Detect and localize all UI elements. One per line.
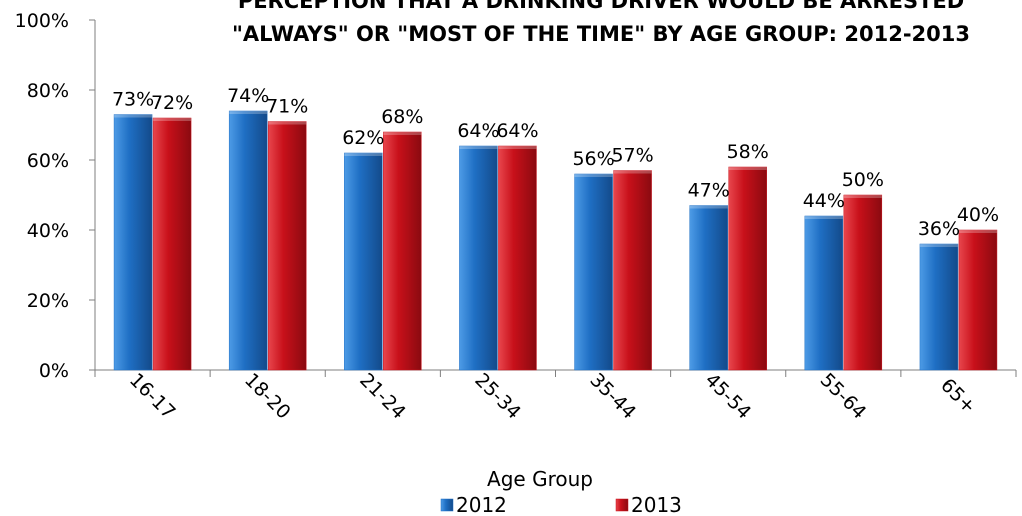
data-label-2013-25-34: 64% [496, 120, 538, 142]
y-tick-label: 80% [27, 80, 69, 102]
data-label-2013-21-24: 68% [381, 106, 423, 128]
data-label-2012-21-24: 62% [342, 127, 384, 149]
x-tick-label: 21-24 [355, 369, 410, 424]
legend-item-2013: 2013 [615, 493, 682, 516]
bar-2012-65+ [919, 243, 959, 371]
bar-highlight [689, 205, 728, 209]
bar-2012-16-17 [113, 114, 153, 371]
data-label-2013-35-44: 57% [611, 145, 653, 167]
bars [113, 110, 998, 371]
y-tick-label: 60% [27, 150, 69, 172]
y-tick-label: 20% [27, 290, 69, 312]
legend-item-2012: 2012 [440, 493, 507, 516]
y-axis: 0% 20% 40% 60% 80% 100% [15, 10, 96, 382]
legend: 2012 2013 [440, 493, 682, 516]
bar-highlight [383, 132, 422, 135]
bar-highlight [229, 111, 268, 114]
data-label-2013-55-64: 50% [842, 169, 884, 191]
bar-2012-55-64 [804, 215, 844, 371]
bar-2012-25-34 [459, 145, 498, 371]
x-tick-label: 35-44 [586, 369, 641, 424]
data-label-2012-16-17: 73% [112, 89, 154, 111]
bar-highlight [613, 170, 652, 174]
bar-2013-35-44 [613, 170, 652, 371]
bar-highlight [344, 153, 383, 156]
data-label-2012-65+: 36% [918, 218, 960, 240]
bar-highlight [114, 114, 153, 118]
bar-2012-45-54 [689, 205, 728, 371]
bar-2013-55-64 [843, 194, 883, 371]
data-label-2012-25-34: 64% [457, 120, 499, 142]
x-axis-title: Age Group [487, 467, 593, 491]
bar-highlight [919, 244, 958, 247]
y-tick-label: 0% [39, 360, 69, 382]
x-tick-label: 25-34 [470, 369, 525, 424]
bar-highlight [153, 118, 192, 121]
data-label-2013-18-20: 71% [266, 96, 308, 118]
x-tick-label: 18-20 [240, 369, 295, 424]
x-tick-label: 55-64 [816, 369, 871, 424]
bar-2013-25-34 [498, 145, 537, 371]
bar-highlight [843, 195, 882, 198]
bar-highlight [498, 146, 537, 149]
bar-highlight [459, 146, 498, 149]
legend-label: 2013 [631, 493, 682, 516]
bar-2013-16-17 [152, 117, 192, 371]
data-label-2013-45-54: 58% [727, 141, 769, 163]
bar-2013-21-24 [383, 131, 422, 371]
data-label-2012-35-44: 56% [572, 148, 614, 170]
bar-2013-18-20 [267, 121, 307, 371]
y-tick-label: 100% [15, 10, 69, 32]
y-tick-label: 40% [27, 220, 69, 242]
bar-2012-35-44 [574, 173, 613, 371]
legend-swatch [615, 498, 629, 512]
data-label-2013-16-17: 72% [151, 92, 193, 114]
data-label-2012-45-54: 47% [688, 180, 730, 202]
x-tick-label: 45-54 [701, 369, 756, 424]
bar-highlight [268, 121, 307, 125]
bar-highlight [728, 167, 767, 170]
bar-highlight [804, 216, 843, 219]
data-label-2012-55-64: 44% [803, 190, 845, 212]
x-tick-label: 65+ [936, 374, 980, 418]
bar-highlight [574, 174, 613, 177]
x-axis: 16-17 18-20 21-24 25-34 35-44 45-54 55-64 65+ [94, 369, 1017, 424]
data-labels: 73%72% 74%71% 62%68% 64%64% 56%57% 47% 58% 44%5… [112, 85, 999, 240]
bar-2013-45-54 [728, 166, 767, 371]
bar-2013-65+ [958, 229, 998, 371]
chart-title-line-1: PERCEPTION THAT A DRINKING DRIVER WOULD … [238, 0, 964, 13]
bar-highlight [958, 230, 997, 233]
data-label-2013-65+: 40% [957, 204, 999, 226]
legend-label: 2012 [456, 493, 507, 516]
bar-2012-18-20 [228, 110, 268, 371]
chart-title-line-2: "ALWAYS" OR "MOST OF THE TIME" BY AGE GR… [232, 22, 970, 46]
data-label-2012-18-20: 74% [227, 85, 269, 107]
legend-swatch [440, 498, 454, 512]
bar-2012-21-24 [344, 152, 383, 371]
chart-title: PERCEPTION THAT A DRINKING DRIVER WOULD … [232, 0, 970, 46]
x-tick-label: 16-17 [125, 369, 180, 424]
